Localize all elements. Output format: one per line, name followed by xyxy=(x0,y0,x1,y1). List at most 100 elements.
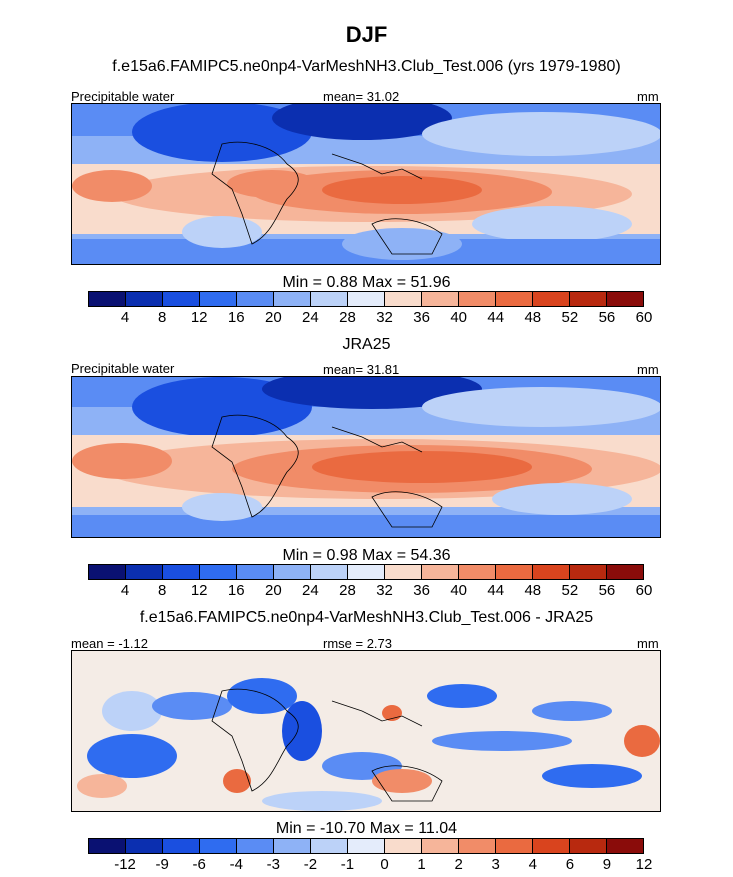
panel2-map xyxy=(71,376,661,538)
colorbar-swatch xyxy=(348,839,385,853)
colorbar-swatch xyxy=(200,292,237,306)
colorbar-tick-label: 4 xyxy=(528,856,537,873)
colorbar-tick-label: -9 xyxy=(155,856,169,873)
colorbar-swatch xyxy=(385,839,422,853)
colorbar-tick-label: 44 xyxy=(487,309,505,326)
colorbar-tick-label: 60 xyxy=(635,582,653,599)
colorbar-swatch xyxy=(607,292,643,306)
colorbar-tick-label: -12 xyxy=(114,856,136,873)
panel3-rmse-label: rmse = 2.73 xyxy=(323,636,393,651)
colorbar-swatch xyxy=(274,839,311,853)
colorbar-swatch xyxy=(126,565,163,579)
colorbar-tick-label: 48 xyxy=(524,582,542,599)
colorbar-tick-label: 12 xyxy=(190,309,208,326)
colorbar-tick-label: 56 xyxy=(598,582,616,599)
colorbar-tick-label: 48 xyxy=(524,309,542,326)
colorbar-swatch xyxy=(607,565,643,579)
colorbar-swatch xyxy=(496,839,533,853)
colorbar-swatch xyxy=(496,565,533,579)
colorbar-tick-label: 20 xyxy=(264,582,282,599)
colorbar-swatch xyxy=(570,839,607,853)
colorbar-swatch xyxy=(459,565,496,579)
panel1-colorbar xyxy=(88,291,644,307)
panel3-units-label: mm xyxy=(637,636,659,651)
colorbar-swatch xyxy=(422,292,459,306)
colorbar-tick-label: 32 xyxy=(376,309,393,326)
colorbar-tick-label: 24 xyxy=(302,582,319,599)
colorbar-tick-label: -2 xyxy=(303,856,318,873)
colorbar-tick-label: 12 xyxy=(635,856,653,873)
panel3-map xyxy=(71,650,661,812)
colorbar-swatch xyxy=(311,839,348,853)
colorbar-swatch xyxy=(126,839,163,853)
colorbar-tick-label: 1 xyxy=(417,856,426,873)
colorbar-swatch xyxy=(533,292,570,306)
colorbar-tick-label: -3 xyxy=(266,856,280,873)
colorbar-swatch xyxy=(163,565,200,579)
colorbar-tick-label: -4 xyxy=(229,856,243,873)
colorbar-tick-label: 40 xyxy=(450,309,467,326)
colorbar-swatch xyxy=(89,839,126,853)
panel1-field xyxy=(72,104,660,264)
colorbar-swatch xyxy=(200,839,237,853)
panel3-stats: Min = -10.70 Max = 11.04 xyxy=(275,820,458,837)
panel2-stats: Min = 0.98 Max = 54.36 xyxy=(282,547,451,564)
colorbar-tick-label: 8 xyxy=(157,309,167,326)
colorbar-tick-label: 16 xyxy=(227,309,245,326)
colorbar-swatch xyxy=(348,565,385,579)
colorbar-tick-label: 9 xyxy=(602,856,612,873)
colorbar-swatch xyxy=(311,565,348,579)
colorbar-tick-label: 52 xyxy=(561,309,579,326)
panel3-field xyxy=(72,651,660,811)
colorbar-tick-label: 40 xyxy=(450,582,467,599)
colorbar-tick-label: 4 xyxy=(120,309,130,326)
colorbar-swatch xyxy=(237,839,274,853)
colorbar-tick-label: 44 xyxy=(487,582,505,599)
panel1-title: f.e15a6.FAMIPC5.ne0np4-VarMeshNH3.Club_T… xyxy=(112,58,621,75)
colorbar-tick-label: 32 xyxy=(376,582,393,599)
colorbar-swatch xyxy=(533,565,570,579)
colorbar-swatch xyxy=(163,839,200,853)
panel2-colorbar xyxy=(88,564,644,580)
colorbar-tick-label: -6 xyxy=(192,856,206,873)
panel2-field xyxy=(72,377,660,537)
panel2-units-label: mm xyxy=(637,362,659,377)
panel1-units-label: mm xyxy=(637,89,659,104)
colorbar-tick-label: 36 xyxy=(413,582,430,599)
colorbar-tick-label: 0 xyxy=(380,856,389,873)
colorbar-swatch xyxy=(496,292,533,306)
colorbar-tick-label: 3 xyxy=(491,856,500,873)
panel2-title: JRA25 xyxy=(342,336,391,353)
panel3-mean-label: mean = -1.12 xyxy=(71,636,148,651)
colorbar-tick-label: -1 xyxy=(340,856,355,873)
colorbar-swatch xyxy=(459,839,496,853)
colorbar-tick-label: 16 xyxy=(227,582,245,599)
colorbar-swatch xyxy=(311,292,348,306)
colorbar-swatch xyxy=(385,292,422,306)
colorbar-swatch xyxy=(274,565,311,579)
panel2-left-label: Precipitable water xyxy=(71,361,175,376)
colorbar-tick-label: 24 xyxy=(302,309,319,326)
panel2-mean-label: mean= 31.81 xyxy=(323,362,400,377)
colorbar-swatch xyxy=(274,292,311,306)
colorbar-tick-label: 2 xyxy=(454,856,463,873)
colorbar-swatch xyxy=(237,565,274,579)
colorbar-swatch xyxy=(89,292,126,306)
colorbar-tick-label: 6 xyxy=(565,856,575,873)
panel1-left-label: Precipitable water xyxy=(71,89,175,104)
panel3-title: f.e15a6.FAMIPC5.ne0np4-VarMeshNH3.Club_T… xyxy=(139,609,594,626)
colorbar-tick-label: 36 xyxy=(413,309,430,326)
colorbar-swatch xyxy=(459,292,496,306)
colorbar-swatch xyxy=(422,565,459,579)
colorbar-swatch xyxy=(570,292,607,306)
colorbar-tick-label: 52 xyxy=(561,582,579,599)
colorbar-tick-label: 4 xyxy=(120,582,130,599)
colorbar-tick-label: 20 xyxy=(264,309,282,326)
colorbar-swatch xyxy=(89,565,126,579)
colorbar-swatch xyxy=(237,292,274,306)
colorbar-tick-label: 60 xyxy=(635,309,653,326)
colorbar-swatch xyxy=(200,565,237,579)
colorbar-swatch xyxy=(348,292,385,306)
colorbar-swatch xyxy=(126,292,163,306)
panel1-mean-label: mean= 31.02 xyxy=(323,89,400,104)
